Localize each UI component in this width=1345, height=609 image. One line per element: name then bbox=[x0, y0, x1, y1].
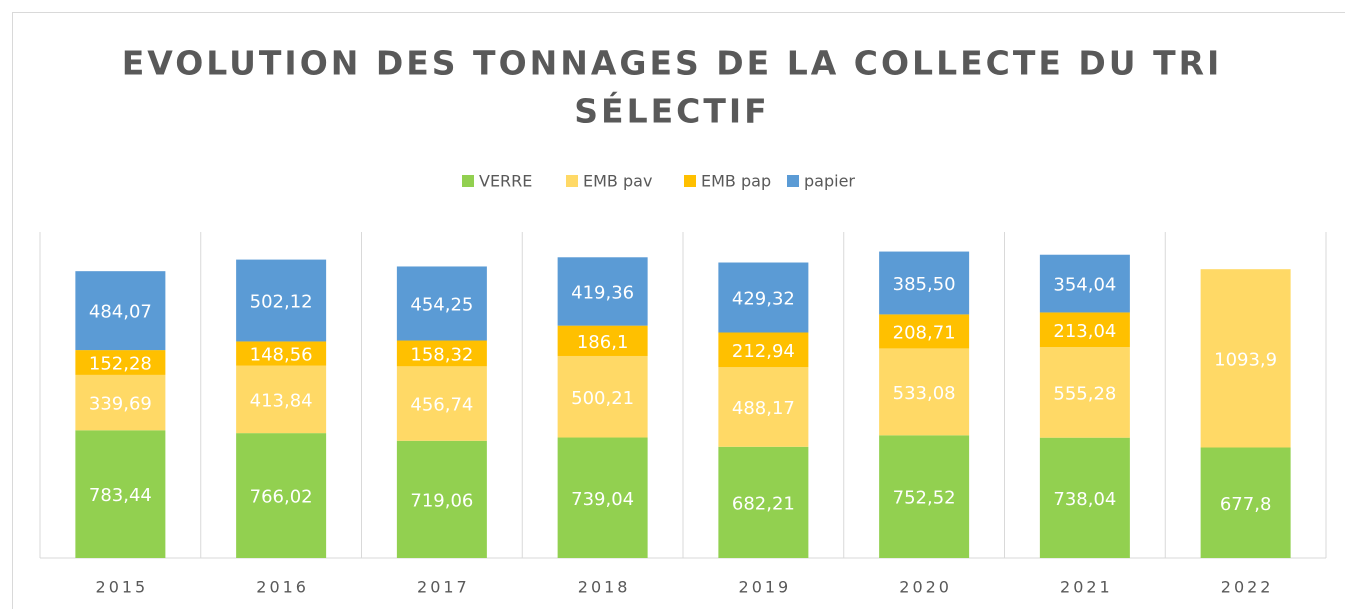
data-label: 719,06 bbox=[410, 490, 473, 511]
data-label: 739,04 bbox=[571, 489, 634, 510]
bar-segment bbox=[879, 435, 970, 558]
data-label: 148,56 bbox=[250, 345, 313, 366]
data-label: 766,02 bbox=[250, 487, 313, 508]
data-label: 555,28 bbox=[1053, 383, 1116, 404]
chart-border bbox=[12, 12, 1345, 609]
legend-label: EMB pav bbox=[583, 172, 652, 191]
data-label: 454,25 bbox=[410, 294, 473, 315]
bar-segment bbox=[236, 365, 327, 434]
bar-segment bbox=[557, 355, 648, 438]
data-label: 186,1 bbox=[577, 332, 629, 353]
x-tick-label: 2017 bbox=[417, 578, 470, 597]
data-label: 783,44 bbox=[89, 485, 152, 506]
data-label: 1093,9 bbox=[1214, 349, 1277, 370]
bar-segment bbox=[718, 332, 809, 368]
x-tick-label: 2020 bbox=[899, 578, 952, 597]
data-label: 677,8 bbox=[1220, 494, 1272, 515]
data-label: 354,04 bbox=[1053, 275, 1116, 296]
data-label: 385,50 bbox=[893, 274, 956, 295]
bar-segment bbox=[1200, 269, 1291, 448]
bar-segment bbox=[396, 440, 487, 558]
bar-segment bbox=[557, 437, 648, 558]
legend-swatch bbox=[566, 175, 578, 187]
data-label: 533,08 bbox=[893, 383, 956, 404]
data-label: 502,12 bbox=[250, 292, 313, 313]
data-label: 456,74 bbox=[410, 395, 473, 416]
data-label: 738,04 bbox=[1053, 489, 1116, 510]
data-label: 158,32 bbox=[410, 344, 473, 365]
bar-segment bbox=[879, 314, 970, 349]
data-label: 484,07 bbox=[89, 302, 152, 323]
data-label: 339,69 bbox=[89, 394, 152, 415]
data-label: 488,17 bbox=[732, 398, 795, 419]
bar-segment bbox=[1200, 447, 1291, 558]
legend-label: papier bbox=[804, 172, 855, 191]
data-label: 413,84 bbox=[250, 390, 313, 411]
bar-segment bbox=[1039, 312, 1130, 348]
bar-segment bbox=[1039, 437, 1130, 558]
bar-segment bbox=[557, 325, 648, 356]
x-tick-label: 2021 bbox=[1060, 578, 1113, 597]
bar-segment bbox=[1039, 347, 1130, 438]
x-tick-label: 2016 bbox=[256, 578, 309, 597]
data-label: 682,21 bbox=[732, 493, 795, 514]
data-label: 429,32 bbox=[732, 289, 795, 310]
bar-segment bbox=[879, 251, 970, 315]
x-tick-label: 2018 bbox=[578, 578, 631, 597]
data-label: 213,04 bbox=[1053, 321, 1116, 342]
x-tick-label: 2019 bbox=[739, 578, 792, 597]
data-label: 212,94 bbox=[732, 341, 795, 362]
bar-segment bbox=[236, 259, 327, 342]
bar-segment bbox=[396, 266, 487, 341]
legend-label: VERRE bbox=[479, 172, 532, 191]
bar-segment bbox=[718, 367, 809, 447]
bar-segment bbox=[879, 348, 970, 436]
bar-segment bbox=[75, 271, 166, 351]
bar-segment bbox=[75, 374, 166, 431]
data-label: 419,36 bbox=[571, 282, 634, 303]
chart-title: SÉLECTIF bbox=[574, 91, 769, 131]
bar-segment bbox=[236, 341, 327, 366]
legend-swatch bbox=[684, 175, 696, 187]
bar-segment bbox=[396, 340, 487, 367]
data-label: 152,28 bbox=[89, 353, 152, 374]
bar-segment bbox=[75, 350, 166, 375]
legend-swatch bbox=[787, 175, 799, 187]
legend-label: EMB pap bbox=[701, 172, 771, 191]
x-tick-label: 2015 bbox=[96, 578, 149, 597]
bar-segment bbox=[75, 430, 166, 558]
legend-swatch bbox=[462, 175, 474, 187]
bar-segment bbox=[396, 366, 487, 441]
bar-segment bbox=[718, 446, 809, 558]
bar-segment bbox=[718, 262, 809, 333]
bar-segment bbox=[236, 433, 327, 558]
data-label: 500,21 bbox=[571, 388, 634, 409]
data-label: 208,71 bbox=[893, 322, 956, 343]
x-tick-label: 2022 bbox=[1221, 578, 1274, 597]
bar-segment bbox=[1039, 254, 1130, 313]
data-label: 752,52 bbox=[893, 488, 956, 509]
bar-segment bbox=[557, 257, 648, 326]
chart-title: EVOLUTION DES TONNAGES DE LA COLLECTE DU… bbox=[122, 44, 1223, 83]
